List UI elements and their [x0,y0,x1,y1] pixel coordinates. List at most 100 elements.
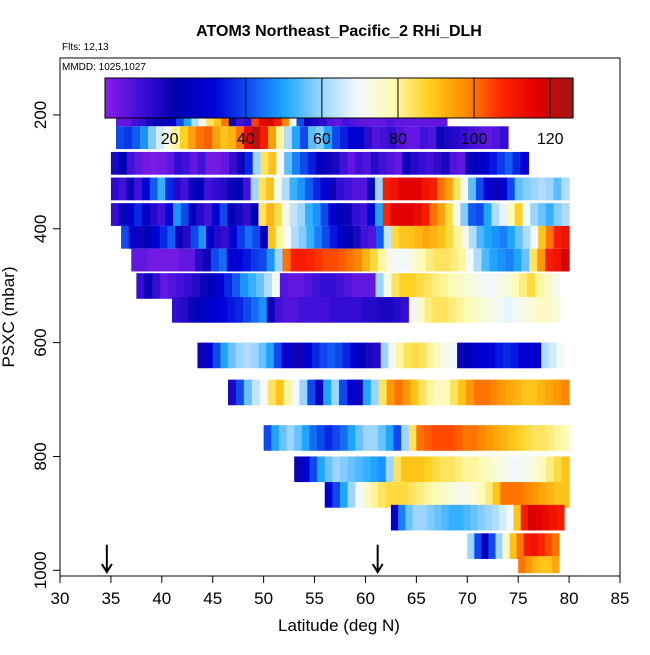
colorbar-swatch [549,78,554,118]
colorbar-swatch [216,78,220,118]
colorbar-frame [104,77,574,119]
cell-r10-c30 [465,379,475,406]
cell-r13-c24 [508,482,517,508]
colorbar-swatch [327,78,331,118]
cell-r9-c33 [449,342,458,369]
cell-r1-c48 [500,126,509,150]
cell-r9-c41 [510,342,519,369]
cell-r8-c44 [519,297,528,323]
cell-r3-c50 [499,177,508,201]
cell-r1-c14 [228,126,237,150]
cell-r8-c27 [385,297,394,323]
cell-r13-c17 [454,482,463,508]
cell-r7-c32 [391,273,401,299]
cell-r1-c9 [188,126,197,150]
cell-r11-c0 [263,425,272,451]
cell-r4-c9 [180,203,190,226]
cell-r8-c11 [258,297,268,323]
colorbar-swatch [494,78,498,118]
cell-r14-c6 [434,504,442,531]
cell-r7-c5 [176,273,185,299]
cell-r2-c20 [268,151,277,175]
cell-r8-c24 [361,297,371,323]
colorbar-swatch [558,78,562,118]
chart-title: ATOM3 Northeast_Pacific_2 RHi_DLH [196,23,482,40]
cell-r8-c17 [306,297,315,323]
cell-r2-c7 [166,151,175,175]
cell-r8-c31 [416,297,426,323]
cell-r13-c9 [393,482,402,508]
cell-r6-c17 [266,248,276,272]
cell-r4-c35 [382,203,392,226]
cell-r2-c46 [473,151,482,175]
cell-r13-c8 [385,482,395,508]
cell-r14-c20 [535,504,543,531]
cell-r4-c36 [390,203,399,226]
colorbar-swatch [318,78,323,118]
colorbar-swatch [417,78,422,118]
cell-r7-c13 [240,273,249,299]
cell-r8-c34 [440,297,449,323]
cell-r10-c31 [473,379,483,406]
cell-r2-c35 [386,151,396,175]
cell-r14-c12 [477,504,486,531]
cell-r10-c40 [545,379,554,406]
cell-r6-c23 [314,248,323,272]
cell-r5-c40 [430,225,439,249]
cell-r8-c3 [195,297,205,323]
cell-r2-c15 [229,151,238,175]
colorbar-swatch [432,78,437,118]
colorbar-tick-label: 120 [537,131,564,148]
cell-r5-c23 [298,225,308,249]
cell-r3-c46 [468,177,477,201]
cell-r13-c29 [546,482,555,508]
cell-r11-c37 [546,425,555,451]
cell-r3-c38 [406,177,415,201]
colorbar-tick-label: 60 [313,131,331,148]
cell-r5-c3 [144,225,153,249]
cell-r13-c11 [408,482,417,508]
cell-r8-c19 [322,297,331,323]
cell-r14-c9 [455,504,464,531]
cell-r15-c8 [523,533,532,559]
cell-r1-c0 [116,126,125,150]
colorbar-swatch [134,78,138,118]
cell-r4-c40 [421,203,430,226]
cell-r5-c9 [190,225,199,249]
cell-r4-c19 [258,203,267,226]
cell-r2-c44 [457,151,466,175]
cell-r9-c45 [541,342,550,369]
cell-r3-c58 [561,177,570,201]
cell-r12-c13 [393,456,402,483]
cell-r12-c11 [378,456,387,483]
cell-r14-c15 [499,504,507,531]
cell-r3-c4 [141,177,151,201]
cell-r4-c34 [374,203,384,226]
cell-r5-c34 [383,225,393,249]
cell-r2-c52 [520,151,529,175]
colorbar-swatch [262,78,267,118]
heatmap-cells [110,103,570,574]
cell-r14-c22 [549,504,558,531]
cell-r10-c23 [410,379,419,406]
cell-r6-c37 [425,248,435,272]
cell-r13-c19 [469,482,479,508]
cell-r5-c1 [128,225,138,249]
cell-r6-c21 [298,248,307,272]
cell-r9-c29 [418,342,428,369]
cell-r5-c35 [391,225,400,249]
cell-r13-c23 [500,482,509,508]
colorbar-swatch [555,78,559,118]
cell-r10-c9 [299,379,308,406]
cell-r4-c8 [173,203,182,226]
cell-r8-c8 [235,297,244,323]
colorbar-swatch [286,78,290,118]
cell-r3-c56 [545,177,555,201]
cell-r7-c44 [487,273,496,299]
cell-r9-c39 [495,342,504,369]
cell-r12-c14 [401,456,410,483]
cell-r9-c1 [205,342,214,369]
cell-r5-c46 [476,225,485,249]
cell-r1-c47 [492,126,501,150]
colorbar-swatch [224,78,229,118]
